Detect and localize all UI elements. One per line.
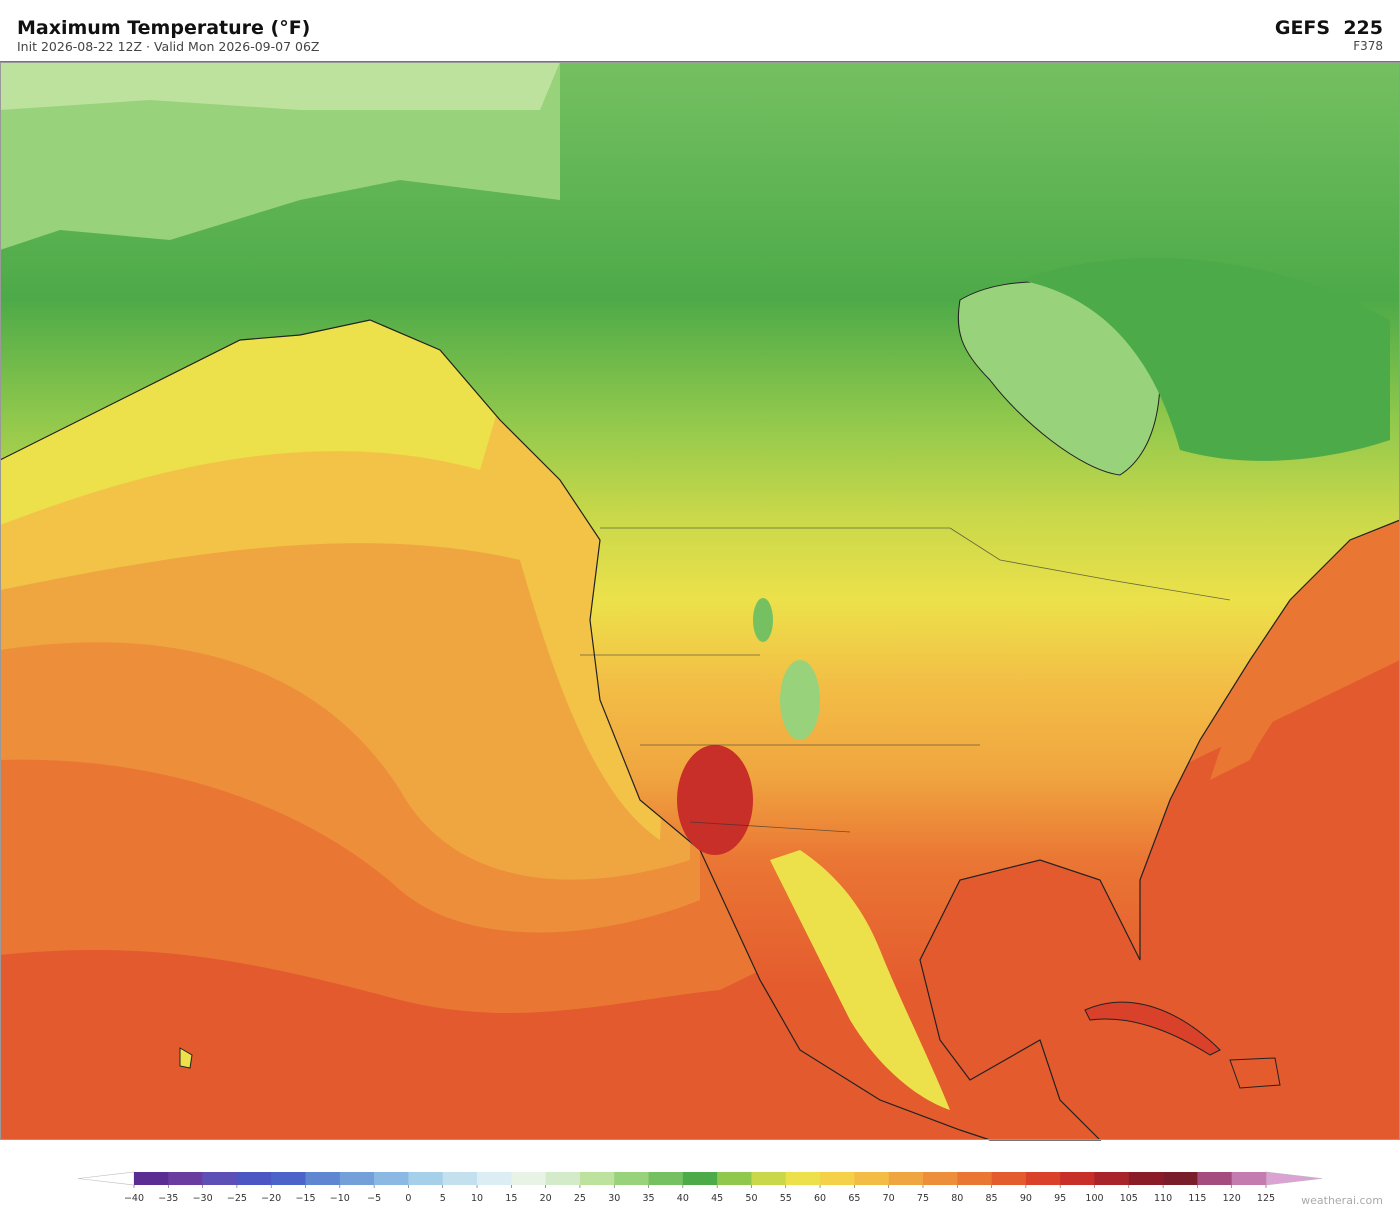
color-bin	[1163, 1172, 1198, 1185]
color-bin	[648, 1172, 684, 1185]
tick-label: 105	[1120, 1193, 1138, 1204]
color-bin	[820, 1172, 855, 1185]
color-bin	[305, 1172, 341, 1185]
color-bin	[579, 1172, 615, 1185]
color-bin	[1197, 1172, 1232, 1185]
desert-hotspot	[677, 745, 753, 855]
tick-label: 35	[642, 1193, 654, 1204]
under-extension	[77, 1171, 135, 1186]
tick-label: 0	[405, 1193, 411, 1204]
mexican-plateau	[770, 850, 950, 1110]
hawaii	[179, 1047, 193, 1069]
color-bin	[854, 1172, 889, 1185]
tick-label: 90	[1020, 1193, 1032, 1204]
tick-label: 45	[711, 1193, 723, 1204]
tick-label: 125	[1257, 1193, 1275, 1204]
color-bin	[1060, 1172, 1095, 1185]
tick-label: 15	[505, 1193, 517, 1204]
color-bin	[408, 1172, 444, 1185]
model-label: GEFS 225	[1275, 17, 1383, 39]
tick-label: −20	[261, 1193, 281, 1204]
tick-label: 70	[883, 1193, 895, 1204]
color-bin	[271, 1172, 306, 1185]
tick-label: 110	[1154, 1193, 1172, 1204]
color-bin	[339, 1172, 375, 1185]
color-bin	[888, 1172, 924, 1185]
tick-label: 75	[917, 1193, 929, 1204]
tick-label: 95	[1054, 1193, 1066, 1204]
color-bin	[442, 1172, 478, 1185]
tick-label: 115	[1188, 1193, 1206, 1204]
color-bin	[717, 1172, 752, 1185]
tick-label: 40	[677, 1193, 689, 1204]
tick-label: 10	[471, 1193, 483, 1204]
color-bin	[168, 1172, 203, 1185]
tick-label: 100	[1085, 1193, 1103, 1204]
subtitle: Init 2026-08-22 12Z · Valid Mon 2026-09-…	[17, 39, 319, 54]
arctic-zone	[0, 62, 560, 110]
rockies-cool	[753, 598, 773, 642]
map	[0, 61, 1400, 1141]
color-bin	[1025, 1172, 1061, 1185]
tick-label: 65	[848, 1193, 860, 1204]
tick-label: −25	[227, 1193, 247, 1204]
tick-label: 55	[780, 1193, 792, 1204]
tick-label: 60	[814, 1193, 826, 1204]
color-bin	[202, 1172, 238, 1185]
color-bin	[545, 1172, 581, 1185]
color-bin	[134, 1172, 169, 1185]
tick-label: 85	[986, 1193, 998, 1204]
color-bin	[236, 1172, 272, 1185]
tick-label: 30	[608, 1193, 620, 1204]
color-bin	[991, 1172, 1027, 1185]
tick-label: 5	[440, 1193, 446, 1204]
tick-label: −5	[367, 1193, 381, 1204]
watermark: weatherai.com	[1301, 1194, 1383, 1207]
forecast-hour: F378	[1353, 39, 1383, 53]
color-bin	[374, 1172, 409, 1185]
hispaniola	[1229, 1057, 1281, 1089]
cuba	[1084, 1001, 1221, 1056]
color-bin	[1231, 1172, 1267, 1185]
borders	[580, 527, 1231, 833]
color-bin	[922, 1172, 958, 1185]
color-bin	[477, 1172, 512, 1185]
tick-label: −35	[158, 1193, 178, 1204]
color-bin	[682, 1172, 718, 1185]
color-bin	[511, 1172, 546, 1185]
tick-label: −40	[124, 1193, 144, 1204]
color-bin	[614, 1172, 649, 1185]
tick-label: −30	[193, 1193, 213, 1204]
tick-label: 120	[1223, 1193, 1241, 1204]
map-title: Maximum Temperature (°F)	[17, 17, 310, 39]
rockies-cool	[780, 660, 820, 740]
color-bin	[785, 1172, 821, 1185]
colorbar: −40 −35 −30 −25 −20 −15 −10 −5 0 5 10 15 20 25 30 35 40 4…	[77, 1171, 1323, 1204]
tick-label: 50	[745, 1193, 757, 1204]
over-extension	[1265, 1171, 1323, 1186]
tick-label: 20	[540, 1193, 552, 1204]
color-bin	[1094, 1172, 1130, 1185]
color-bin	[957, 1172, 992, 1185]
tick-label: −10	[330, 1193, 350, 1204]
tick-label: 80	[951, 1193, 963, 1204]
color-bin	[1128, 1172, 1164, 1185]
tick-label: −15	[295, 1193, 315, 1204]
quebec-zone	[1020, 257, 1390, 461]
tick-label: 25	[574, 1193, 586, 1204]
color-bin	[751, 1172, 787, 1185]
